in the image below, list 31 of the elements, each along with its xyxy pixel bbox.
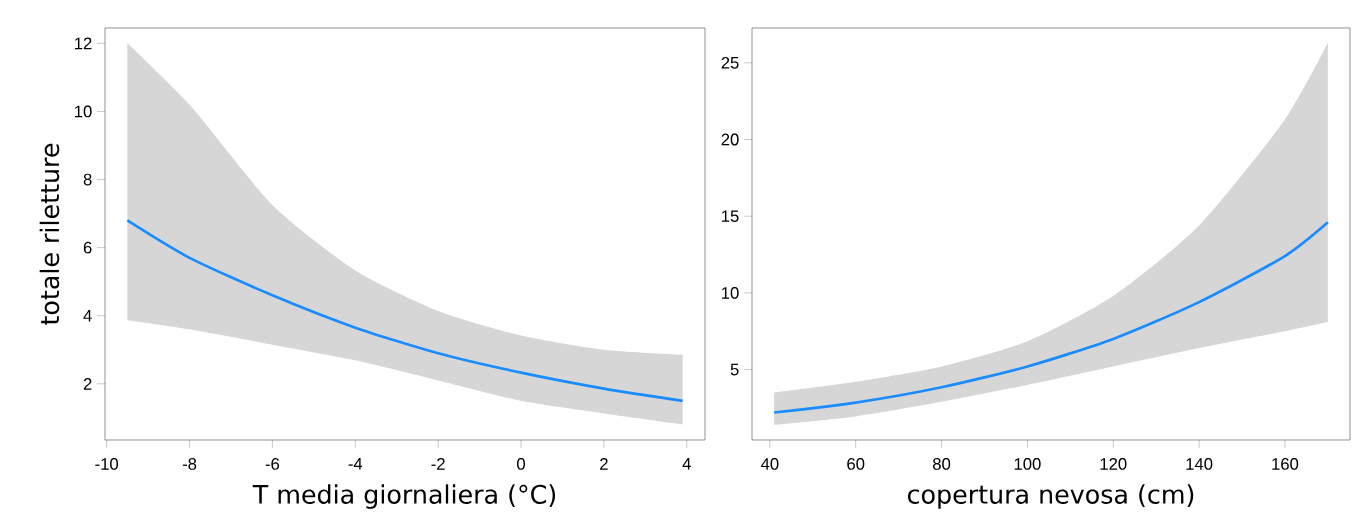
y-tick-label: 4 xyxy=(83,309,92,322)
x-tick-label: 40 xyxy=(760,458,779,470)
x-tick-label: -2 xyxy=(431,458,445,470)
y-tick-label: 2 xyxy=(83,378,92,390)
y-tick-label: 25 xyxy=(721,56,739,69)
x-tick-label: 80 xyxy=(933,458,951,470)
x-tick-label: -6 xyxy=(265,458,280,470)
line-series xyxy=(772,221,1330,414)
x-tick-label: -8 xyxy=(182,458,197,470)
y-tick-label: 5 xyxy=(730,363,739,376)
x-tick-label: -4 xyxy=(348,458,363,470)
x-tick-label: 4 xyxy=(682,458,691,470)
y-axis-title: totale riletture xyxy=(39,143,60,325)
x-tick-label: 100 xyxy=(1014,458,1041,470)
line-series xyxy=(126,219,684,403)
x-tick-label: 140 xyxy=(1186,458,1213,470)
y-tick-label: 8 xyxy=(83,173,92,186)
x-axis-title: T media giornaliera (°C) xyxy=(252,484,556,509)
y-tick-label: 6 xyxy=(83,241,92,254)
y-tick-label: 12 xyxy=(75,37,92,50)
y-tick-label: 20 xyxy=(721,133,739,146)
x-tick-label: 120 xyxy=(1100,458,1127,470)
x-tick-label: 160 xyxy=(1272,458,1299,470)
y-tick-label: 10 xyxy=(75,105,92,118)
x-tick-label: 2 xyxy=(600,458,608,470)
x-axis-title: copertura nevosa (cm) xyxy=(908,484,1194,509)
x-tick-label: -10 xyxy=(95,458,119,470)
x-tick-label: 60 xyxy=(847,458,865,470)
y-tick-label: 10 xyxy=(722,287,739,299)
x-tick-label: 0 xyxy=(517,458,526,470)
y-tick-label: 15 xyxy=(722,210,739,223)
